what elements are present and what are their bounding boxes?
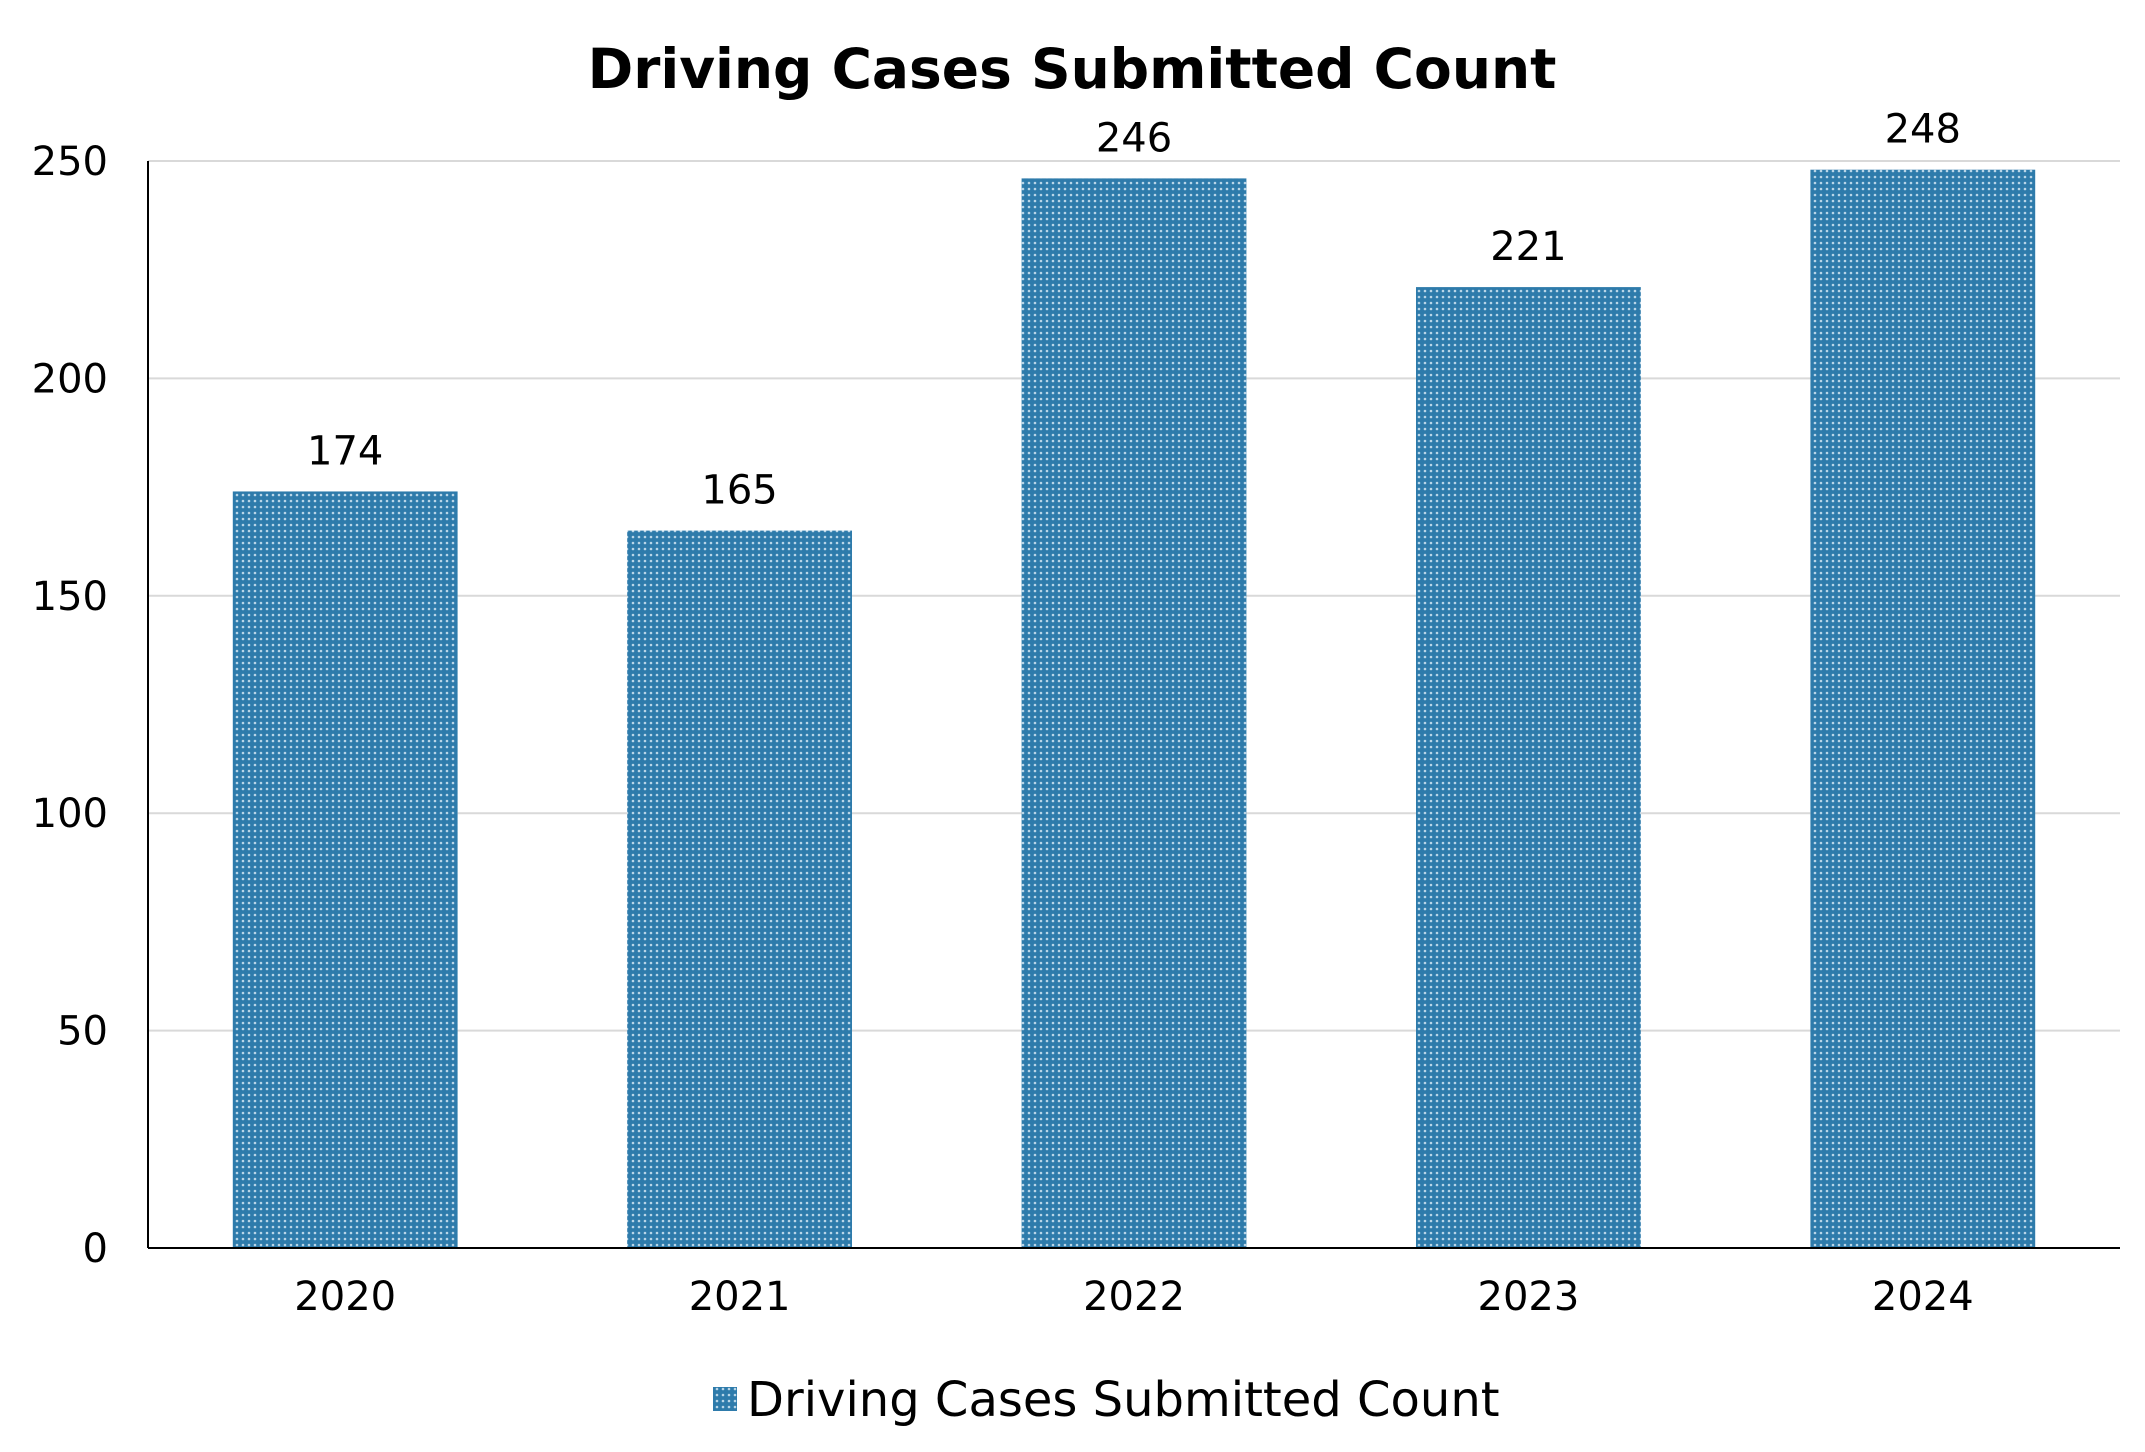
bar [627, 530, 853, 1248]
y-tick-label: 150 [32, 574, 108, 620]
y-axis-ticks: 0 50 100 150 200 250 [32, 139, 108, 1272]
x-tick-label: 2023 [1478, 1274, 1580, 1320]
y-tick-label: 0 [83, 1226, 108, 1272]
x-tick-label: 2020 [294, 1274, 396, 1320]
data-labels: 174 165 246 221 248 [307, 107, 1961, 514]
axes [147, 161, 2120, 1249]
x-axis-ticks: 2020 2021 2022 2023 2024 [294, 1274, 1973, 1320]
data-label: 221 [1490, 224, 1566, 270]
x-tick-label: 2024 [1872, 1274, 1974, 1320]
chart-title: Driving Cases Submitted Count [588, 37, 1557, 101]
bar [1415, 287, 1641, 1248]
bars [232, 169, 2036, 1249]
y-tick-label: 200 [32, 356, 108, 402]
legend: Driving Cases Submitted Count [713, 1372, 1500, 1428]
legend-label: Driving Cases Submitted Count [747, 1372, 1500, 1428]
bar [1021, 178, 1247, 1249]
data-label: 246 [1096, 115, 1172, 161]
x-tick-label: 2021 [689, 1274, 791, 1320]
data-label: 174 [307, 428, 383, 474]
y-tick-label: 250 [32, 139, 108, 185]
y-tick-label: 100 [32, 791, 108, 837]
legend-swatch [713, 1387, 737, 1411]
y-tick-label: 50 [57, 1009, 108, 1055]
bar [232, 491, 458, 1248]
x-tick-label: 2022 [1083, 1274, 1185, 1320]
data-label: 248 [1885, 107, 1961, 153]
bar [1810, 169, 2036, 1248]
data-label: 165 [701, 468, 777, 514]
